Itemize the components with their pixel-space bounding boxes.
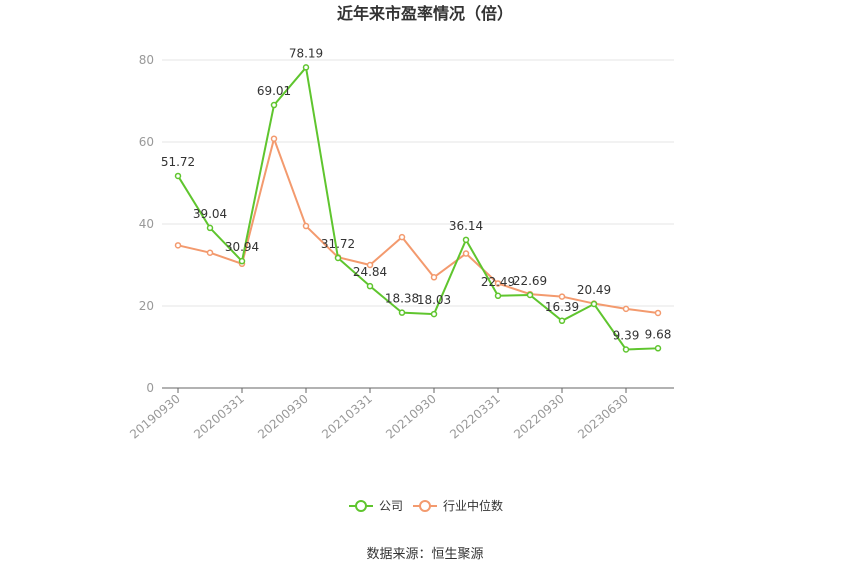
y-tick-label: 80	[139, 53, 154, 67]
point-company[interactable]	[654, 345, 662, 352]
data-label-company: 39.04	[193, 207, 227, 221]
point-industry-median[interactable]	[206, 249, 214, 256]
point-company[interactable]	[270, 101, 278, 109]
point-company[interactable]	[302, 64, 310, 71]
point-company[interactable]	[430, 310, 438, 318]
legend-item-industry-median[interactable]: 行业中位数	[413, 498, 503, 513]
data-labels: 51.72 39.04 30.94 69.01 78.19 31.72 24.84 18.38…	[161, 46, 672, 342]
point-industry-median[interactable]	[654, 309, 662, 317]
data-label-company: 16.39	[545, 300, 579, 314]
data-source: 数据来源：恒生聚源	[366, 547, 483, 562]
data-label-company: 9.39	[613, 329, 640, 343]
y-tick-label: 40	[139, 217, 154, 231]
point-company[interactable]	[590, 300, 598, 308]
series-industry-median	[174, 135, 662, 317]
line-company	[177, 65, 659, 351]
point-company[interactable]	[622, 346, 630, 353]
data-label-company: 69.01	[257, 84, 291, 98]
legend-label-company: 公司	[379, 499, 403, 513]
point-company[interactable]	[526, 291, 534, 299]
point-industry-median[interactable]	[270, 135, 278, 142]
y-tick-label: 60	[139, 135, 154, 149]
series-layer	[174, 64, 662, 353]
x-tick-label: 20200331	[191, 392, 247, 442]
data-label-company: 9.68	[645, 327, 672, 341]
x-tick-label: 20220331	[447, 392, 503, 442]
point-industry-median[interactable]	[302, 222, 310, 230]
point-company[interactable]	[366, 282, 374, 290]
x-tick-label: 20210930	[383, 392, 439, 442]
data-label-company: 51.72	[161, 155, 195, 169]
legend-label-industry-median: 行业中位数	[443, 498, 503, 513]
data-label-company: 78.19	[289, 46, 323, 60]
point-company[interactable]	[398, 309, 406, 316]
legend-marker-company	[355, 500, 367, 512]
x-axis: 20190930 20200331 20200930 20210331 20210930…	[127, 387, 674, 442]
data-label-company: 30.94	[225, 240, 259, 254]
data-label-company: 22.49	[481, 275, 515, 289]
data-label-company: 36.14	[449, 219, 483, 233]
point-company[interactable]	[174, 172, 182, 180]
data-label-company: 31.72	[321, 237, 355, 251]
legend-marker-industry-median	[419, 500, 431, 512]
x-tick-label: 20230630	[575, 392, 631, 442]
line-industry-median	[177, 135, 659, 314]
x-tick-label: 20210331	[319, 392, 375, 442]
data-label-company: 22.69	[513, 274, 547, 288]
point-industry-median[interactable]	[494, 280, 502, 287]
point-company[interactable]	[494, 292, 502, 300]
data-label-company: 20.49	[577, 283, 611, 297]
y-tick-label: 20	[139, 299, 154, 313]
point-industry-median[interactable]	[558, 293, 566, 300]
point-company[interactable]	[238, 257, 246, 265]
y-axis: 0 20 40 60 80	[139, 53, 154, 395]
data-label-company: 18.03	[417, 293, 451, 307]
point-industry-median[interactable]	[174, 242, 182, 249]
point-industry-median[interactable]	[622, 305, 630, 313]
x-tick-label: 20220930	[511, 392, 567, 442]
grid-lines	[162, 59, 674, 307]
x-tick-label: 20190930	[127, 392, 183, 442]
point-industry-median[interactable]	[430, 274, 438, 281]
chart-title: 近年来市盈率情况（倍）	[337, 4, 513, 23]
point-industry-median[interactable]	[462, 250, 470, 257]
data-label-company: 24.84	[353, 265, 387, 279]
legend-item-company[interactable]: 公司	[349, 499, 403, 513]
x-tick-label: 20200930	[255, 392, 311, 442]
point-company[interactable]	[558, 317, 566, 325]
point-industry-median[interactable]	[366, 261, 374, 269]
point-company[interactable]	[334, 254, 342, 262]
legend: 公司 行业中位数	[349, 498, 503, 513]
point-company[interactable]	[462, 236, 470, 244]
point-company[interactable]	[206, 224, 214, 232]
data-label-company: 18.38	[385, 292, 419, 306]
point-industry-median[interactable]	[398, 233, 406, 241]
y-tick-label: 0	[146, 381, 154, 395]
series-company	[174, 64, 662, 353]
